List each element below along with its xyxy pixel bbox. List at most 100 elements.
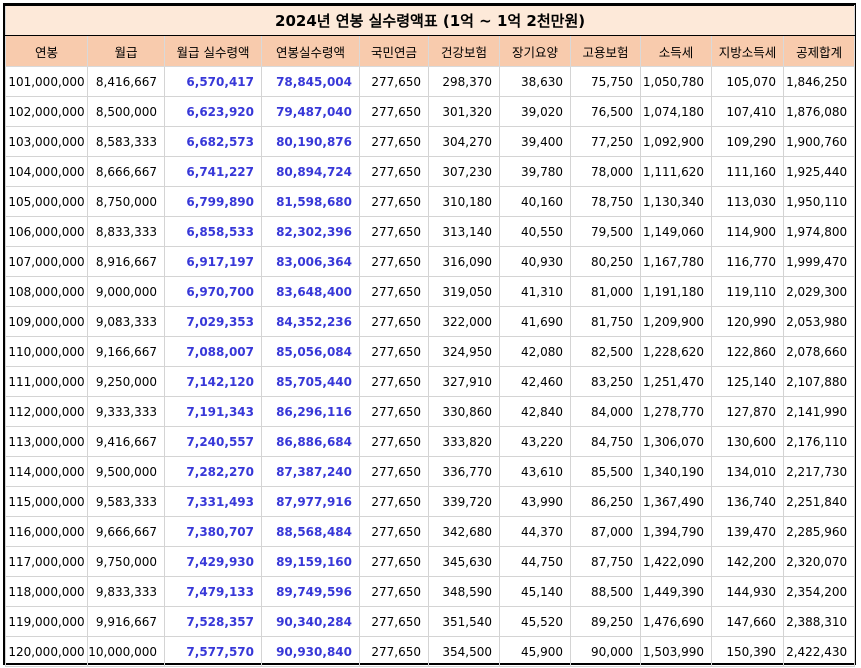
cell-employment-insurance: 89,250 [570, 606, 641, 637]
cell-employment-insurance: 82,500 [570, 336, 641, 367]
cell-total-deduction: 2,251,840 [782, 486, 856, 517]
cell-annual-salary: 105,000,000 [5, 186, 88, 217]
cell-local-income-tax: 109,290 [711, 126, 784, 157]
cell-monthly-salary: 9,500,000 [87, 456, 165, 487]
cell-national-pension: 277,650 [359, 66, 429, 97]
cell-income-tax: 1,476,690 [640, 606, 712, 637]
cell-long-term-care: 38,630 [499, 66, 571, 97]
cell-monthly-net: 7,282,270 [164, 456, 262, 487]
cell-health-insurance: 333,820 [428, 426, 500, 457]
cell-annual-net: 78,845,004 [261, 66, 360, 97]
cell-local-income-tax: 107,410 [711, 96, 784, 127]
cell-national-pension: 277,650 [359, 336, 429, 367]
table-row: 112,000,000 9,333,333 7,191,343 86,296,116 2… [5, 396, 856, 427]
cell-employment-insurance: 76,500 [570, 96, 641, 127]
cell-annual-salary: 102,000,000 [5, 96, 88, 127]
cell-national-pension: 277,650 [359, 486, 429, 517]
cell-annual-net: 86,886,684 [261, 426, 360, 457]
cell-long-term-care: 43,990 [499, 486, 571, 517]
cell-annual-net: 88,568,484 [261, 516, 360, 547]
header-national-pension: 국민연금 [359, 35, 429, 67]
cell-local-income-tax: 134,010 [711, 456, 784, 487]
cell-total-deduction: 1,876,080 [782, 96, 856, 127]
cell-annual-net: 80,190,876 [261, 126, 360, 157]
cell-annual-salary: 107,000,000 [5, 246, 88, 277]
cell-income-tax: 1,191,180 [640, 276, 712, 307]
salary-table-container: 2024년 연봉 실수령액표 (1억 ~ 1억 2천만원) 연봉 월급 월급 실수령… [3, 3, 856, 667]
cell-long-term-care: 40,550 [499, 216, 571, 247]
cell-annual-net: 81,598,680 [261, 186, 360, 217]
cell-long-term-care: 40,930 [499, 246, 571, 277]
cell-local-income-tax: 136,740 [711, 486, 784, 517]
cell-annual-net: 85,056,084 [261, 336, 360, 367]
cell-total-deduction: 1,900,760 [782, 126, 856, 157]
cell-employment-insurance: 77,250 [570, 126, 641, 157]
cell-health-insurance: 342,680 [428, 516, 500, 547]
cell-national-pension: 277,650 [359, 276, 429, 307]
cell-monthly-salary: 9,583,333 [87, 486, 165, 517]
cell-total-deduction: 1,950,110 [782, 186, 856, 217]
cell-health-insurance: 336,770 [428, 456, 500, 487]
cell-annual-net: 82,302,396 [261, 216, 360, 247]
cell-income-tax: 1,422,090 [640, 546, 712, 577]
cell-national-pension: 277,650 [359, 366, 429, 397]
cell-employment-insurance: 90,000 [570, 636, 641, 667]
header-annual-net: 연봉실수령액 [261, 35, 360, 67]
cell-total-deduction: 2,422,430 [782, 636, 856, 667]
cell-employment-insurance: 87,750 [570, 546, 641, 577]
cell-health-insurance: 313,140 [428, 216, 500, 247]
cell-monthly-net: 6,682,573 [164, 126, 262, 157]
header-annual-salary: 연봉 [5, 35, 88, 67]
cell-monthly-salary: 8,833,333 [87, 216, 165, 247]
table-row: 110,000,000 9,166,667 7,088,007 85,056,084 2… [5, 336, 856, 367]
table-row: 113,000,000 9,416,667 7,240,557 86,886,684 2… [5, 426, 856, 457]
cell-local-income-tax: 125,140 [711, 366, 784, 397]
cell-health-insurance: 351,540 [428, 606, 500, 637]
cell-total-deduction: 2,053,980 [782, 306, 856, 337]
cell-local-income-tax: 150,390 [711, 636, 784, 667]
cell-income-tax: 1,092,900 [640, 126, 712, 157]
cell-local-income-tax: 139,470 [711, 516, 784, 547]
cell-annual-salary: 119,000,000 [5, 606, 88, 637]
cell-national-pension: 277,650 [359, 396, 429, 427]
cell-health-insurance: 330,860 [428, 396, 500, 427]
cell-monthly-salary: 9,250,000 [87, 366, 165, 397]
cell-income-tax: 1,251,470 [640, 366, 712, 397]
cell-health-insurance: 304,270 [428, 126, 500, 157]
cell-national-pension: 277,650 [359, 606, 429, 637]
cell-annual-net: 83,648,400 [261, 276, 360, 307]
cell-income-tax: 1,074,180 [640, 96, 712, 127]
cell-income-tax: 1,209,900 [640, 306, 712, 337]
cell-long-term-care: 39,020 [499, 96, 571, 127]
table-row: 106,000,000 8,833,333 6,858,533 82,302,396 2… [5, 216, 856, 247]
cell-annual-salary: 108,000,000 [5, 276, 88, 307]
cell-monthly-salary: 8,583,333 [87, 126, 165, 157]
cell-total-deduction: 2,388,310 [782, 606, 856, 637]
header-income-tax: 소득세 [640, 35, 712, 67]
cell-monthly-salary: 8,500,000 [87, 96, 165, 127]
cell-monthly-net: 7,577,570 [164, 636, 262, 667]
cell-employment-insurance: 86,250 [570, 486, 641, 517]
cell-monthly-salary: 9,333,333 [87, 396, 165, 427]
cell-annual-net: 90,340,284 [261, 606, 360, 637]
cell-long-term-care: 39,780 [499, 156, 571, 187]
cell-monthly-net: 7,029,353 [164, 306, 262, 337]
header-long-term-care: 장기요양 [499, 35, 571, 67]
cell-income-tax: 1,278,770 [640, 396, 712, 427]
cell-employment-insurance: 79,500 [570, 216, 641, 247]
cell-monthly-salary: 10,000,000 [87, 636, 165, 667]
cell-local-income-tax: 113,030 [711, 186, 784, 217]
cell-annual-salary: 118,000,000 [5, 576, 88, 607]
table-row: 102,000,000 8,500,000 6,623,920 79,487,040 2… [5, 96, 856, 127]
cell-employment-insurance: 80,250 [570, 246, 641, 277]
cell-long-term-care: 41,310 [499, 276, 571, 307]
cell-annual-salary: 106,000,000 [5, 216, 88, 247]
cell-local-income-tax: 142,200 [711, 546, 784, 577]
cell-long-term-care: 44,750 [499, 546, 571, 577]
salary-table: 2024년 연봉 실수령액표 (1억 ~ 1억 2천만원) 연봉 월급 월급 실수령… [4, 5, 856, 667]
cell-income-tax: 1,306,070 [640, 426, 712, 457]
header-employment-insurance: 고용보험 [570, 35, 641, 67]
cell-total-deduction: 2,141,990 [782, 396, 856, 427]
cell-annual-salary: 116,000,000 [5, 516, 88, 547]
cell-annual-salary: 101,000,000 [5, 66, 88, 97]
